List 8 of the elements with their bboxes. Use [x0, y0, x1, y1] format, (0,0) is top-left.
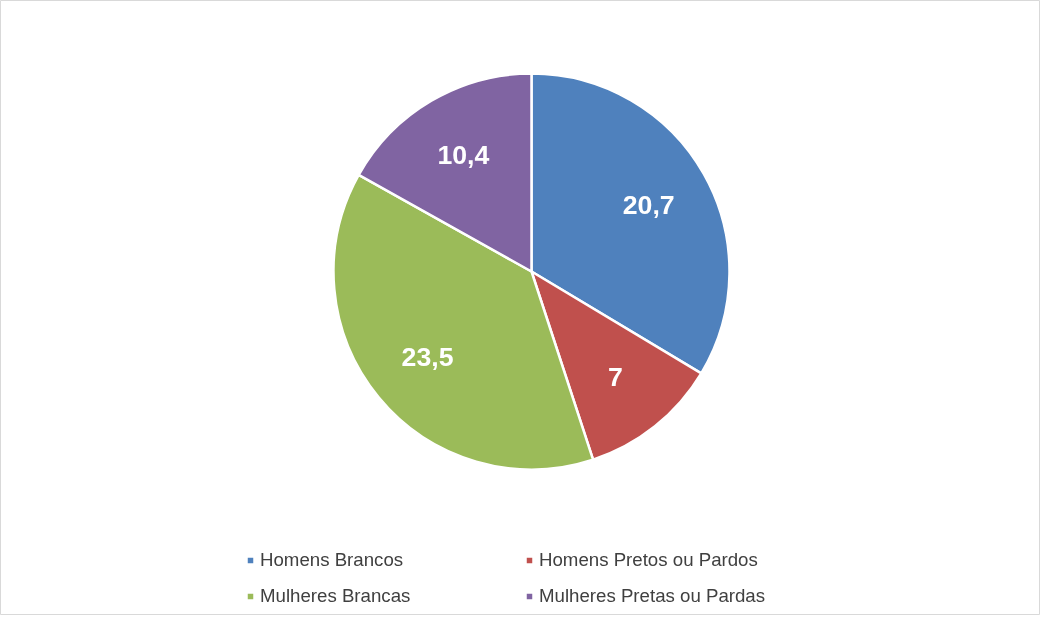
legend-label: Mulheres Pretas ou Pardas	[539, 585, 767, 607]
data-label: 20,7	[622, 190, 675, 221]
data-label: 23,5	[401, 342, 454, 373]
legend-label: Mulheres Brancas	[260, 585, 412, 607]
legend-label: Homens Brancos	[260, 549, 405, 571]
data-label: 7	[608, 361, 623, 392]
data-label: 10,4	[437, 140, 490, 171]
legend-label: Homens Pretos ou Pardos	[539, 549, 759, 571]
